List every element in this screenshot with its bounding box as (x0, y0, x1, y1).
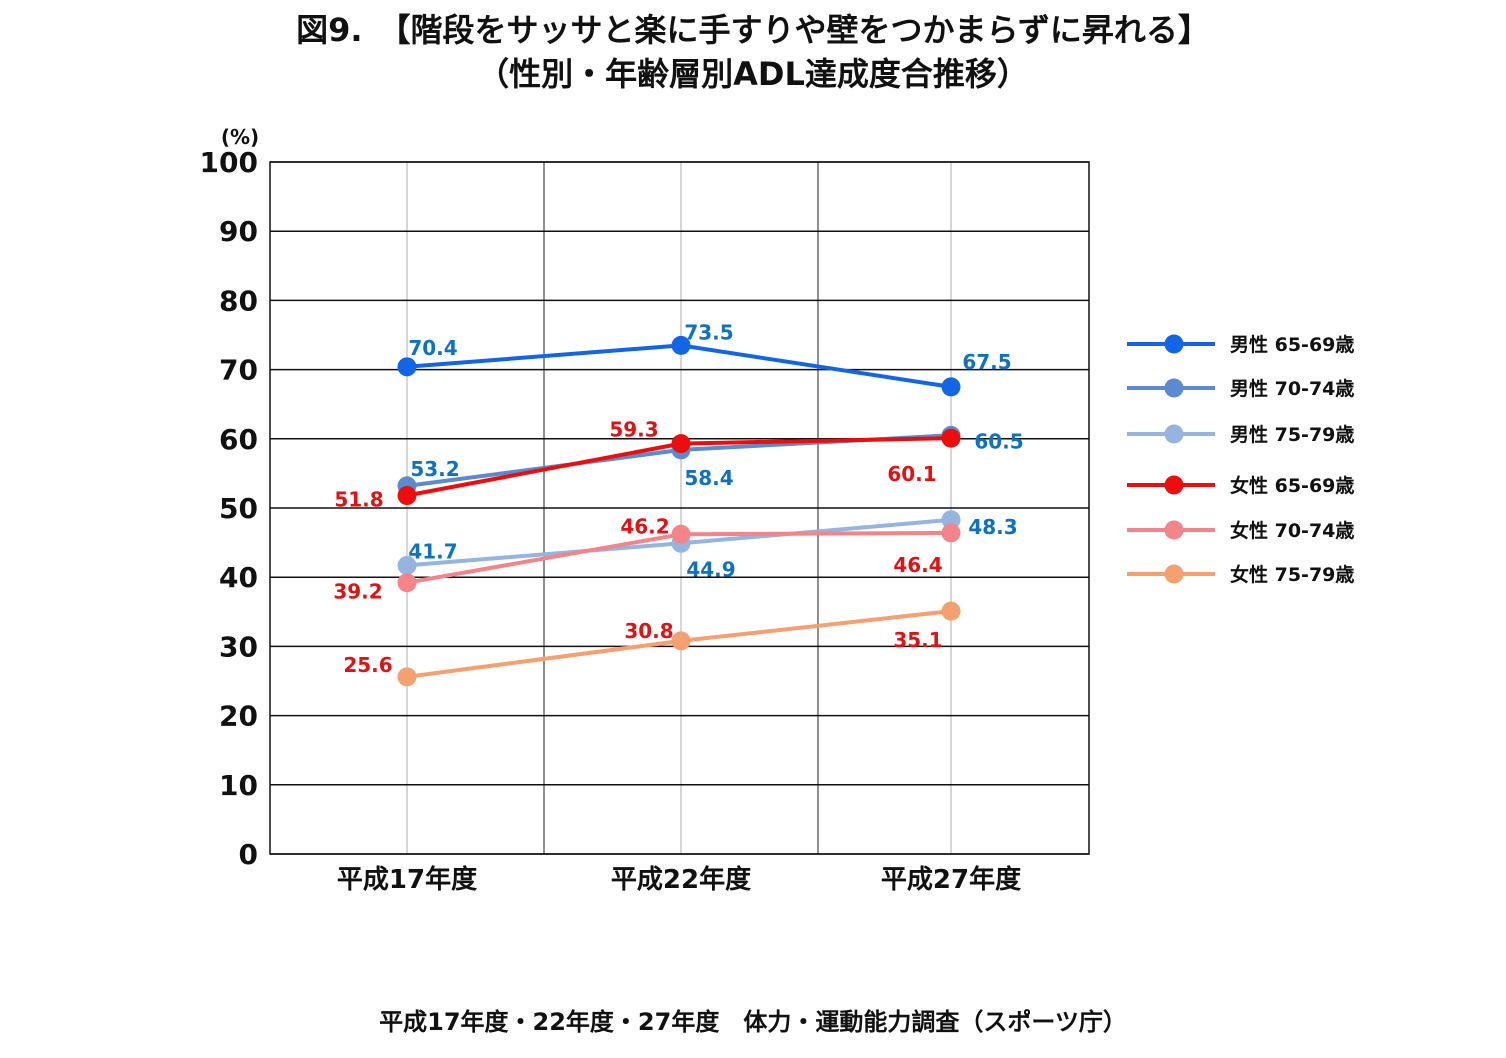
data-label: 51.8 (334, 488, 383, 512)
y-tick-label: 90 (219, 215, 258, 248)
line-chart: 0 10 20 30 40 50 60 70 80 90 100(%) 平成17年度 平成22年度 平成2… (200, 125, 1355, 895)
data-label: 35.1 (893, 628, 942, 652)
data-label: 25.6 (343, 653, 392, 677)
data-label: 48.3 (968, 515, 1017, 539)
y-tick-label: 10 (219, 769, 258, 802)
data-label: 73.5 (684, 320, 733, 344)
data-point (671, 524, 691, 544)
chart-subtitle: （性別・年齢層別ADL達成度合推移） (477, 55, 1029, 93)
x-tick-label: 平成17年度 (337, 864, 477, 895)
data-label: 67.5 (962, 350, 1011, 374)
data-point (397, 573, 417, 593)
data-point (671, 434, 691, 454)
legend-label: 男性 65-69歳 (1230, 333, 1354, 356)
y-tick-label: 70 (219, 354, 258, 387)
data-point (397, 667, 417, 687)
legend-label: 男性 75-79歳 (1230, 423, 1354, 446)
data-label: 60.1 (887, 462, 936, 486)
legend-label: 女性 70-74歳 (1230, 519, 1354, 542)
data-label: 30.8 (624, 619, 673, 643)
data-point (941, 428, 961, 448)
data-point (397, 486, 417, 506)
legend-marker (1164, 520, 1184, 540)
legend-marker (1164, 378, 1184, 398)
y-tick-label: 20 (219, 700, 258, 733)
y-tick-label: 50 (219, 492, 258, 525)
data-label: 59.3 (609, 418, 658, 442)
data-point (941, 377, 961, 397)
x-tick-label: 平成27年度 (881, 864, 1021, 895)
data-point (671, 335, 691, 355)
data-label: 41.7 (408, 539, 457, 563)
data-label: 70.4 (408, 336, 457, 360)
legend-marker (1164, 424, 1184, 444)
legend-marker (1164, 334, 1184, 354)
data-point (671, 631, 691, 651)
chart-title: 図9. 【階段をサッサと楽に手すりや壁をつかまらずに昇れる】 (296, 11, 1210, 49)
data-label: 58.4 (684, 466, 733, 490)
legend-label: 男性 70-74歳 (1230, 377, 1354, 400)
source-note: 平成17年度・22年度・27年度 体力・運動能力調査（スポーツ庁） (379, 1008, 1127, 1036)
data-label: 60.5 (974, 429, 1023, 453)
data-point (941, 510, 961, 530)
legend-marker (1164, 475, 1184, 495)
data-label: 44.9 (686, 557, 735, 581)
legend-label: 女性 75-79歳 (1230, 563, 1354, 586)
data-label: 39.2 (333, 580, 382, 604)
data-label: 46.2 (620, 514, 669, 538)
y-tick-label: 60 (219, 423, 258, 456)
y-tick-label: 40 (219, 561, 258, 594)
data-point (941, 601, 961, 621)
y-tick-label: 80 (219, 284, 258, 317)
data-point (941, 523, 961, 543)
plot-frame (269, 161, 1090, 855)
y-tick-label: 0 (239, 838, 258, 871)
data-label: 53.2 (410, 457, 459, 481)
data-point (397, 357, 417, 377)
y-tick-label: 30 (219, 630, 258, 663)
x-tick-label: 平成22年度 (611, 864, 751, 895)
legend-marker (1164, 564, 1184, 584)
data-point (397, 555, 417, 575)
y-axis-unit: (%) (221, 125, 259, 149)
data-label: 46.4 (893, 553, 942, 577)
y-tick-label: 100 (200, 146, 258, 179)
legend-label: 女性 65-69歳 (1230, 474, 1354, 497)
